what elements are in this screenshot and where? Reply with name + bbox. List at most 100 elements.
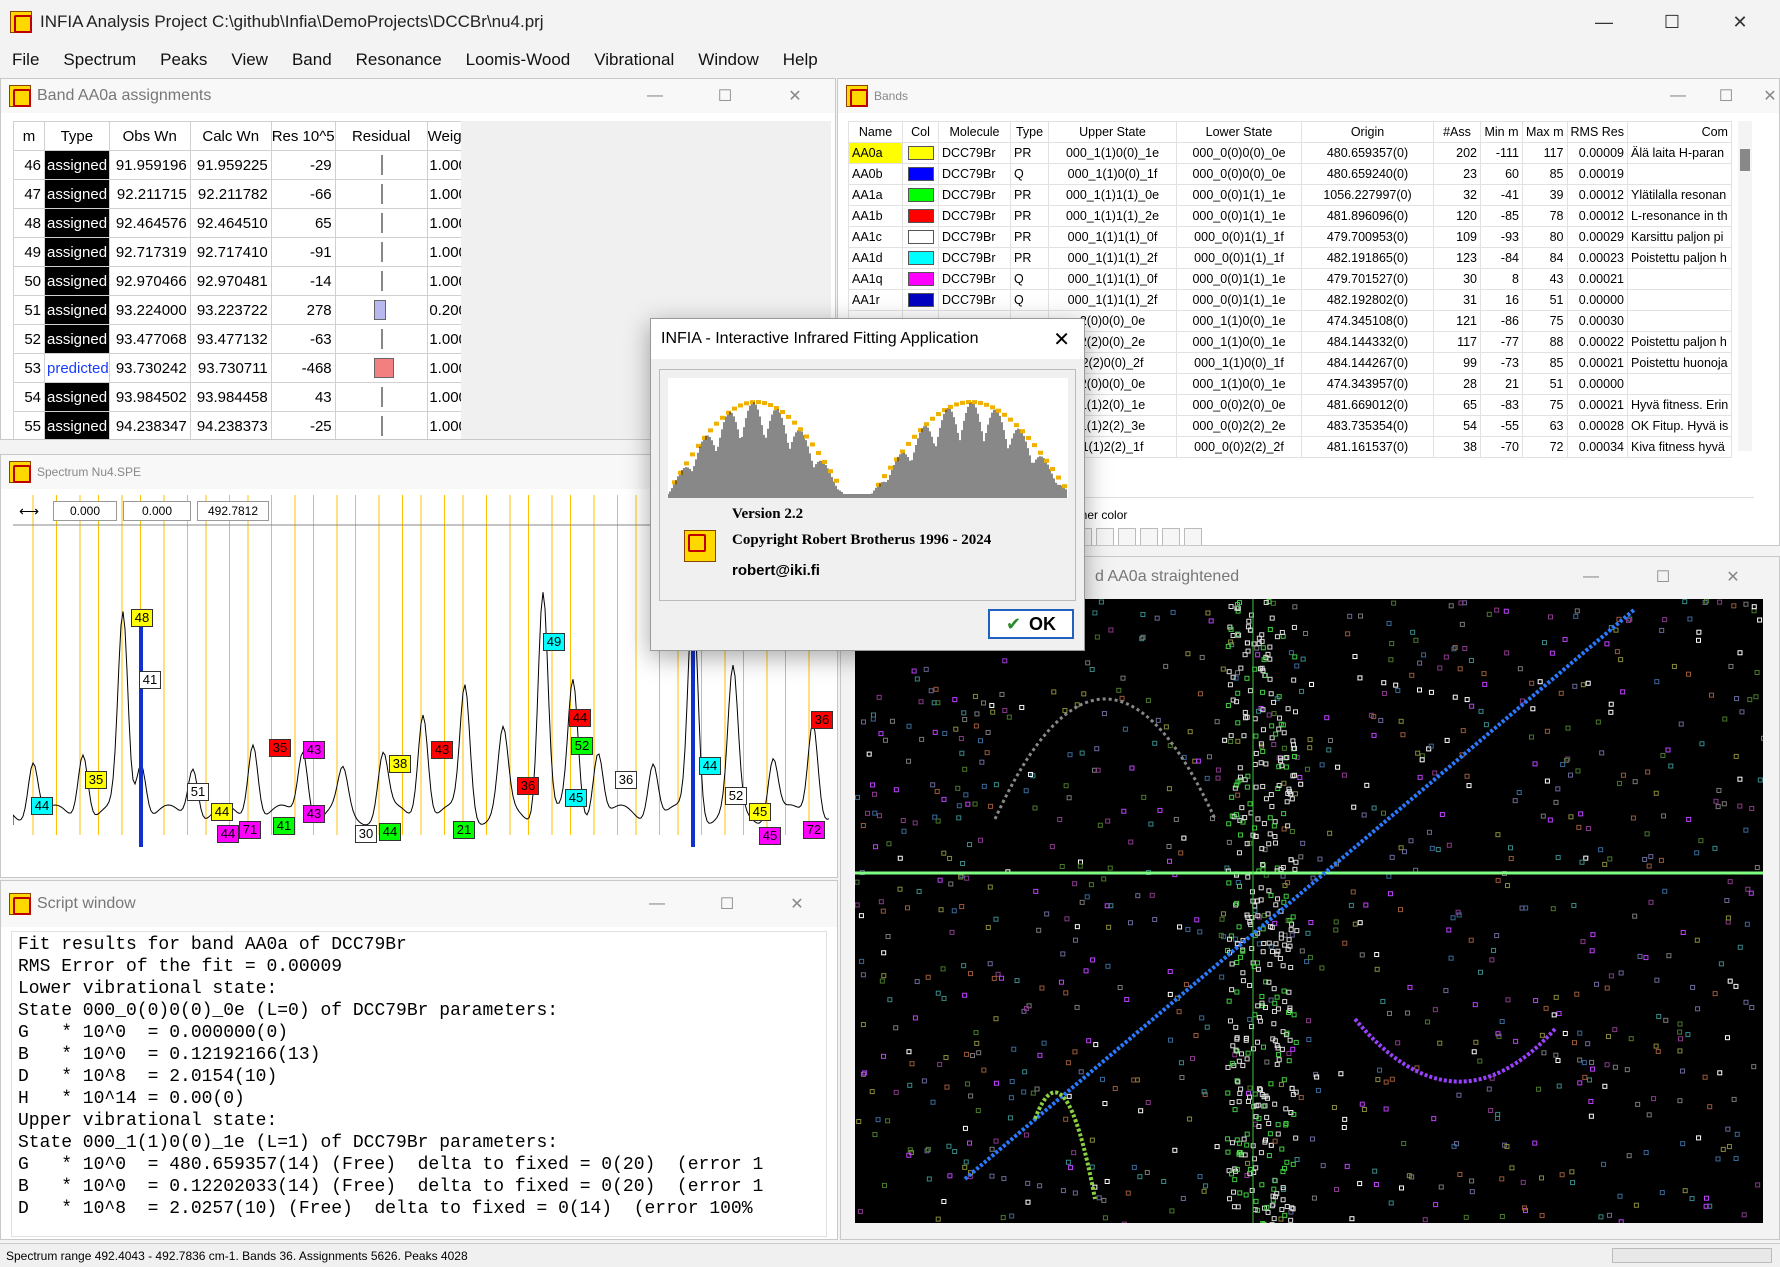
peak-label[interactable]: 44 <box>699 757 721 775</box>
color-swatch[interactable] <box>907 272 934 287</box>
table-row[interactable]: 49 assigned 92.717319 92.717410 -91 1.000 <box>13 237 471 267</box>
color-swatch[interactable] <box>907 251 934 266</box>
color-swatch[interactable] <box>907 188 934 203</box>
close-button[interactable]: ✕ <box>788 88 802 105</box>
close-button[interactable]: ✕ <box>1732 11 1748 32</box>
inner-color-swatch[interactable] <box>1184 528 1202 545</box>
col-ass[interactable]: #Ass <box>1433 121 1481 143</box>
table-row[interactable]: AA1b DCC79Br PR 000_1(1)1(1)_2e 000_0(0)1(1)… <box>848 205 1732 227</box>
field-position[interactable]: 492.7812 <box>197 501 269 521</box>
menu-peaks[interactable]: Peaks <box>160 50 208 69</box>
spectrum-plot[interactable] <box>13 495 829 875</box>
ok-button[interactable]: ✔ OK <box>988 609 1074 639</box>
peak-label[interactable]: 45 <box>565 789 587 807</box>
peak-label[interactable]: 71 <box>239 821 261 839</box>
menu-window[interactable]: Window <box>698 50 759 69</box>
col-max-m[interactable]: Max m <box>1522 121 1568 143</box>
peak-label[interactable]: 41 <box>273 817 295 835</box>
minimize-button[interactable]: — <box>1595 11 1613 32</box>
color-swatch[interactable] <box>907 293 934 308</box>
peak-label[interactable]: 30 <box>355 825 377 843</box>
color-swatch[interactable] <box>907 209 934 224</box>
peak-label[interactable]: 38 <box>389 755 411 773</box>
peak-label[interactable]: 36 <box>615 771 637 789</box>
col-type[interactable]: Type <box>44 121 110 151</box>
scroll-thumb[interactable] <box>1740 149 1750 171</box>
inner-color-swatch[interactable] <box>1162 528 1180 545</box>
col-res[interactable]: Res 10^5 <box>270 121 336 151</box>
inner-color-swatch[interactable] <box>1118 528 1136 545</box>
peak-label[interactable]: 43 <box>431 741 453 759</box>
maximize-button[interactable]: ☐ <box>717 88 733 105</box>
col-upper-state[interactable]: Upper State <box>1048 121 1177 143</box>
table-row[interactable]: 48 assigned 92.464576 92.464510 65 1.000 <box>13 208 471 238</box>
minimize-button[interactable]: — <box>1583 568 1599 585</box>
maximize-button[interactable]: ☐ <box>1655 569 1671 586</box>
peak-label[interactable]: 36 <box>517 777 539 795</box>
field-offset-1[interactable]: 0.000 <box>53 501 117 521</box>
minimize-button[interactable]: — <box>1670 87 1686 104</box>
col-color[interactable]: Col <box>902 121 939 143</box>
menu-file[interactable]: File <box>12 50 40 69</box>
col-obs[interactable]: Obs Wn <box>108 121 191 151</box>
peak-label[interactable]: 49 <box>543 633 565 651</box>
color-swatch[interactable] <box>907 146 934 161</box>
peak-label[interactable]: 21 <box>453 821 475 839</box>
col-molecule[interactable]: Molecule <box>938 121 1011 143</box>
table-row[interactable]: AA0b DCC79Br Q 000_1(1)0(0)_1f 000_0(0)0(0)_… <box>848 163 1732 185</box>
peak-label[interactable]: 44 <box>211 803 233 821</box>
maximize-button[interactable]: ☐ <box>1663 11 1681 32</box>
table-row[interactable]: 52 assigned 93.477068 93.477132 -63 1.000 <box>13 324 471 354</box>
peak-label[interactable]: 36 <box>811 711 833 729</box>
minimize-button[interactable]: — <box>649 895 665 912</box>
close-button[interactable]: ✕ <box>1726 569 1740 586</box>
peak-label[interactable]: 44 <box>217 825 239 843</box>
loomis-wood-plot[interactable] <box>855 599 1763 1223</box>
col-lower-state[interactable]: Lower State <box>1176 121 1302 143</box>
table-row[interactable]: AA0a DCC79Br PR 000_1(1)0(0)_1e 000_0(0)0(0)… <box>848 142 1732 164</box>
peak-label[interactable]: 43 <box>303 741 325 759</box>
table-row[interactable]: 47 assigned 92.211715 92.211782 -66 1.000 <box>13 179 471 209</box>
table-row[interactable]: AA1a DCC79Br PR 000_1(1)1(1)_0e 000_0(0)1(1)… <box>848 184 1732 206</box>
col-type[interactable]: Type <box>1010 121 1049 143</box>
menu-help[interactable]: Help <box>782 50 818 69</box>
menu-band[interactable]: Band <box>291 50 332 69</box>
col-origin[interactable]: Origin <box>1301 121 1434 143</box>
table-row[interactable]: AA1d DCC79Br PR 000_1(1)1(1)_2f 000_0(0)1(1)… <box>848 247 1732 269</box>
color-swatch[interactable] <box>907 167 934 182</box>
color-swatch[interactable] <box>907 230 934 245</box>
maximize-button[interactable]: ☐ <box>719 896 735 913</box>
peak-label[interactable]: 52 <box>571 737 593 755</box>
script-output[interactable]: Fit results for band AA0a of DCC79Br RMS … <box>11 931 827 1237</box>
peak-label[interactable]: 51 <box>187 783 209 801</box>
menu-loomis-wood[interactable]: Loomis-Wood <box>465 50 571 69</box>
col-rms[interactable]: RMS Res <box>1566 121 1628 143</box>
col-min-m[interactable]: Min m <box>1480 121 1523 143</box>
peak-label[interactable]: 45 <box>749 803 771 821</box>
range-arrow-icon[interactable]: ⟷ <box>19 502 40 519</box>
menu-spectrum[interactable]: Spectrum <box>63 50 137 69</box>
peak-label[interactable]: 72 <box>803 821 825 839</box>
table-row[interactable]: 55 assigned 94.238347 94.238373 -25 1.000 <box>13 411 471 439</box>
col-name[interactable]: Name <box>848 121 903 143</box>
table-row[interactable]: AA1r DCC79Br Q 000_1(1)1(1)_2f 000_0(0)1(1)_… <box>848 289 1732 311</box>
table-row[interactable]: 51 assigned 93.224000 93.223722 278 0.200 <box>13 295 471 325</box>
table-row[interactable]: 46 assigned 91.959196 91.959225 -29 1.000 <box>13 150 471 180</box>
peak-label[interactable]: 44 <box>569 709 591 727</box>
table-row[interactable]: AA1c DCC79Br PR 000_1(1)1(1)_0f 000_0(0)1(1)… <box>848 226 1732 248</box>
dialog-close-icon[interactable]: ✕ <box>1053 328 1070 351</box>
peak-label[interactable]: 41 <box>139 671 161 689</box>
peak-label[interactable]: 43 <box>303 805 325 823</box>
peak-label[interactable]: 44 <box>379 823 401 841</box>
col-residual[interactable]: Residual <box>334 121 428 151</box>
peak-label[interactable]: 52 <box>725 787 747 805</box>
maximize-button[interactable]: ☐ <box>1718 88 1734 105</box>
table-row[interactable]: 50 assigned 92.970466 92.970481 -14 1.000 <box>13 266 471 296</box>
peak-label[interactable]: 48 <box>131 609 153 627</box>
col-m[interactable]: m <box>13 121 45 151</box>
inner-color-swatch[interactable] <box>1096 528 1114 545</box>
field-offset-2[interactable]: 0.000 <box>123 501 191 521</box>
close-button[interactable]: ✕ <box>1763 88 1777 105</box>
peak-label[interactable]: 44 <box>31 797 53 815</box>
inner-color-swatch[interactable] <box>1140 528 1158 545</box>
